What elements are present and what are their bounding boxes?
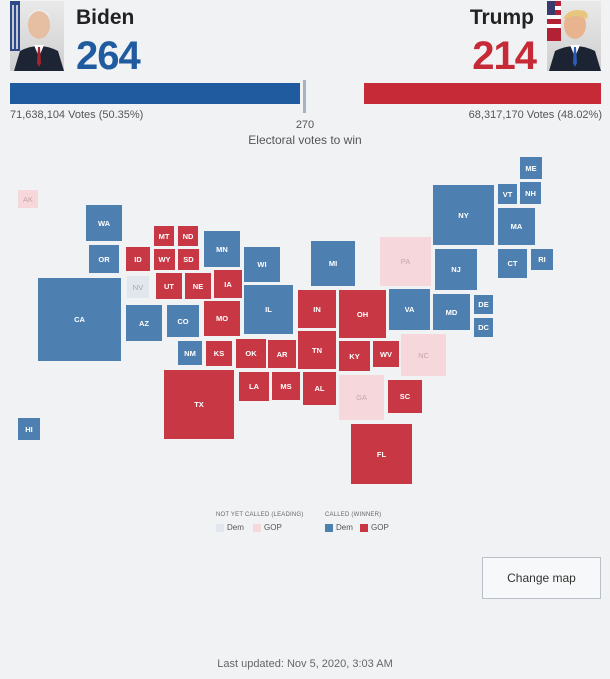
state-ca[interactable]: CA <box>38 278 121 361</box>
biden-name: Biden <box>76 6 135 29</box>
state-co[interactable]: CO <box>167 305 199 337</box>
legend-label: GOP <box>264 523 282 532</box>
legend-label: Dem <box>336 523 353 532</box>
state-md[interactable]: MD <box>433 294 470 330</box>
state-ne[interactable]: NE <box>185 273 211 299</box>
state-ny[interactable]: NY <box>433 185 494 245</box>
state-ky[interactable]: KY <box>339 341 370 371</box>
legend-leading-dem: Dem <box>216 523 244 532</box>
state-vt[interactable]: VT <box>498 184 517 204</box>
last-updated: Last updated: Nov 5, 2020, 3:03 AM <box>217 658 393 670</box>
state-tx[interactable]: TX <box>164 370 234 439</box>
state-nj[interactable]: NJ <box>435 249 477 290</box>
state-wv[interactable]: WV <box>373 341 399 367</box>
state-ok[interactable]: OK <box>236 339 266 368</box>
state-fl[interactable]: FL <box>351 424 412 484</box>
state-ar[interactable]: AR <box>268 340 296 368</box>
state-va[interactable]: VA <box>389 289 430 330</box>
state-wa[interactable]: WA <box>86 205 122 241</box>
state-mo[interactable]: MO <box>204 301 240 336</box>
state-sd[interactable]: SD <box>178 249 199 270</box>
state-or[interactable]: OR <box>89 245 119 273</box>
state-dc[interactable]: DC <box>474 318 493 337</box>
legend-swatch <box>253 523 261 532</box>
state-de[interactable]: DE <box>474 295 493 314</box>
legend-label: Dem <box>227 523 244 532</box>
threshold-label: Electoral votes to win <box>248 133 362 147</box>
state-il[interactable]: IL <box>244 285 293 334</box>
legend-swatch <box>325 523 333 532</box>
trump-popular-votes: 68,317,170 Votes (48.02%) <box>468 109 602 121</box>
change-map-button[interactable]: Change map <box>482 557 601 599</box>
state-ut[interactable]: UT <box>156 273 182 299</box>
state-az[interactable]: AZ <box>126 305 162 341</box>
state-sc[interactable]: SC <box>388 380 422 413</box>
trump-name: Trump <box>469 6 534 29</box>
biden-popular-votes: 71,638,104 Votes (50.35%) <box>10 109 144 121</box>
legend-called-gop: GOP <box>360 523 389 532</box>
legend-leading-gop: GOP <box>253 523 282 532</box>
legend-called-dem: Dem <box>325 523 353 532</box>
legend-swatch <box>216 523 224 532</box>
state-ia[interactable]: IA <box>214 270 242 298</box>
state-la[interactable]: LA <box>239 372 269 401</box>
state-wy[interactable]: WY <box>154 249 175 270</box>
threshold-marker <box>303 80 306 113</box>
state-nh[interactable]: NH <box>520 182 541 204</box>
legend-not-called-title: NOT YET CALLED (LEADING) <box>216 512 304 518</box>
state-ga[interactable]: GA <box>339 375 384 420</box>
state-al[interactable]: AL <box>303 372 336 405</box>
legend-swatch <box>360 523 368 532</box>
state-mi[interactable]: MI <box>311 241 355 286</box>
legend-label: GOP <box>371 523 389 532</box>
state-ms[interactable]: MS <box>272 372 300 400</box>
biden-tally-bar <box>10 83 300 104</box>
state-oh[interactable]: OH <box>339 290 386 338</box>
state-nc[interactable]: NC <box>401 334 446 376</box>
state-ct[interactable]: CT <box>498 249 527 278</box>
state-tn[interactable]: TN <box>298 331 336 369</box>
legend-called-title: CALLED (WINNER) <box>325 512 382 518</box>
state-ri[interactable]: RI <box>531 249 553 270</box>
state-nd[interactable]: ND <box>178 226 198 246</box>
state-id[interactable]: ID <box>126 247 150 271</box>
state-pa[interactable]: PA <box>380 237 431 286</box>
biden-electoral-votes: 264 <box>76 34 141 78</box>
trump-photo <box>547 1 601 71</box>
threshold-value: 270 <box>295 119 315 131</box>
state-mn[interactable]: MN <box>204 231 240 267</box>
state-hi[interactable]: HI <box>18 418 40 440</box>
state-ks[interactable]: KS <box>206 341 232 366</box>
state-ak[interactable]: AK <box>18 190 38 208</box>
state-in[interactable]: IN <box>298 290 336 328</box>
biden-photo <box>10 1 64 71</box>
state-ma[interactable]: MA <box>498 208 535 245</box>
state-me[interactable]: ME <box>520 157 542 179</box>
trump-tally-bar <box>364 83 601 104</box>
state-wi[interactable]: WI <box>244 247 280 282</box>
state-nv[interactable]: NV <box>127 276 149 298</box>
trump-electoral-votes: 214 <box>472 34 537 78</box>
state-mt[interactable]: MT <box>154 226 174 246</box>
state-nm[interactable]: NM <box>178 341 202 365</box>
